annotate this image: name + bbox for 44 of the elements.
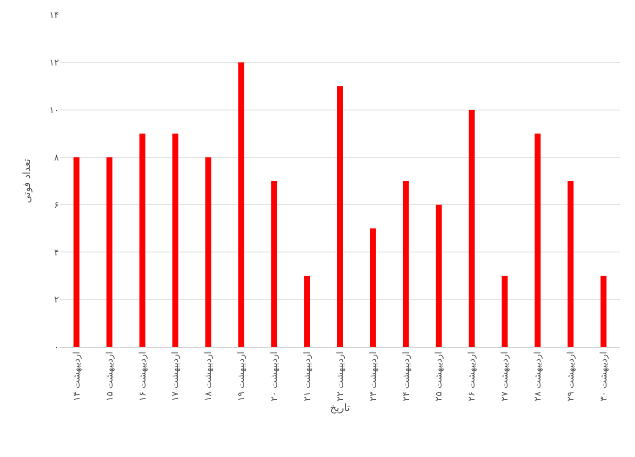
x-tick-label: ۲۷ اردیبهشت	[500, 352, 511, 402]
x-tick-label: ۲۳ اردیبهشت	[368, 352, 379, 402]
x-axis-title: تاریخ	[330, 403, 350, 414]
y-tick-label: ۸	[54, 153, 60, 164]
bar	[600, 276, 606, 347]
x-tick-label: ۲۰ اردیبهشت	[270, 352, 280, 402]
bar	[205, 157, 212, 347]
bar	[106, 157, 112, 347]
bar	[402, 181, 409, 347]
x-tick-label: ۳۰ اردیبهشت	[599, 352, 610, 402]
bar	[74, 157, 80, 347]
x-tick-label: ۱۶ اردیبهشت	[138, 352, 148, 402]
bar	[370, 228, 376, 347]
y-tick-label: ۰	[54, 343, 59, 354]
x-tick-label: ۱۴ اردیبهشت	[72, 352, 82, 402]
x-tick-label: ۲۵ اردیبهشت	[434, 352, 445, 402]
bar	[172, 134, 178, 347]
x-tick-label: ۲۱ اردیبهشت	[302, 352, 313, 402]
y-tick-label: ۶	[54, 200, 60, 211]
x-tick-label: ۲۴ اردیبهشت	[402, 352, 412, 402]
bar	[304, 276, 310, 347]
bar	[337, 86, 343, 347]
x-tick-label: ۱۸ اردیبهشت	[204, 352, 214, 402]
bar	[534, 134, 541, 347]
x-tick-label: ۲۸ اردیبهشت	[534, 352, 544, 402]
bar	[468, 110, 475, 347]
y-tick-label: ۱۲	[49, 58, 60, 69]
x-tick-label: ۲۶ اردیبهشت	[468, 352, 478, 402]
bar	[436, 204, 442, 347]
bar	[271, 181, 278, 347]
bar	[502, 276, 508, 347]
bar	[238, 62, 244, 347]
x-tick-label: ۱۹ اردیبهشت	[237, 352, 248, 402]
y-axis-title: تعداد فوتی	[22, 158, 33, 204]
bar	[139, 134, 146, 347]
bar	[568, 181, 574, 347]
x-tick-label: ۱۷ اردیبهشت	[171, 352, 182, 402]
y-tick-label: ۲	[54, 296, 60, 306]
x-tick-label: ۱۵ اردیبهشت	[105, 352, 116, 402]
y-tick-label: ۱۴	[49, 11, 60, 22]
x-tick-label: ۲۹ اردیبهشت	[566, 352, 577, 402]
y-tick-label: ۴	[54, 248, 60, 258]
x-tick-label: ۲۲ اردیبهشت	[336, 352, 346, 402]
y-tick-label: ۱۰	[49, 106, 59, 116]
